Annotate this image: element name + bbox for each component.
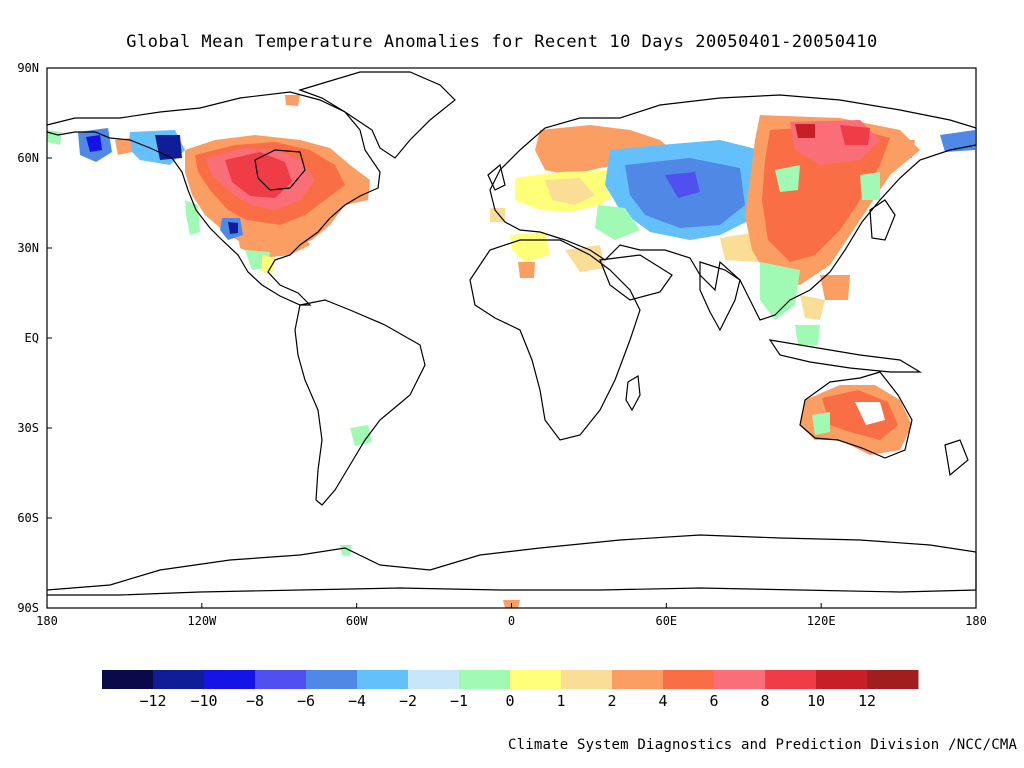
- y-tick-label: 90S: [17, 601, 39, 615]
- colorbar-label: −6: [297, 692, 315, 710]
- x-tick-label: 120E: [807, 614, 836, 628]
- colorbar-label: −2: [399, 692, 417, 710]
- map-title: Global Mean Temperature Anomalies for Re…: [126, 32, 878, 52]
- y-tick-label: 90N: [17, 61, 39, 75]
- colorbar-swatch: [510, 670, 562, 689]
- colorbar-label: 8: [760, 692, 769, 710]
- colorbar-label: −1: [450, 692, 468, 710]
- x-axis: 180 120W 60W 0 60E 120E 180: [36, 603, 987, 628]
- anomaly-east-asia: [745, 115, 975, 345]
- anomaly-australia: [800, 385, 912, 455]
- anomaly-south-america: [340, 425, 520, 608]
- colorbar-label: −4: [348, 692, 366, 710]
- coast-new-zealand: [944, 439, 969, 477]
- coast-uk: [487, 163, 506, 191]
- x-tick-label: 0: [508, 614, 515, 628]
- y-tick-label: 60N: [17, 151, 39, 165]
- colorbar-label: 12: [858, 692, 876, 710]
- x-tick-label: 180: [36, 614, 58, 628]
- colorbar-swatch: [408, 670, 460, 689]
- x-tick-label: 60W: [346, 614, 368, 628]
- coast-japan: [869, 199, 896, 241]
- colorbar-swatch: [867, 670, 919, 689]
- anomaly-fields: [47, 95, 975, 608]
- y-tick-label: 30S: [17, 421, 39, 435]
- coast-africa: [469, 239, 641, 441]
- colorbar-swatch: [153, 670, 205, 689]
- colorbar-label: −10: [190, 692, 217, 710]
- colorbar-label: 0: [505, 692, 514, 710]
- coastlines: [46, 71, 977, 596]
- y-axis: 90N 60N 30N EQ 30S 60S 90S: [17, 61, 52, 615]
- colorbar-swatch: [306, 670, 358, 689]
- coast-hudson-bay: [254, 149, 306, 191]
- coast-madagascar: [625, 375, 641, 412]
- colorbar-swatch: [663, 670, 715, 689]
- coast-north-america: [46, 91, 381, 306]
- colorbar-label: 10: [807, 692, 825, 710]
- coast-arabia: [599, 254, 673, 301]
- coast-eurasia: [489, 94, 977, 321]
- colorbar-label: 4: [658, 692, 667, 710]
- coast-indonesia: [768, 339, 923, 373]
- colorbar-label: 6: [709, 692, 718, 710]
- credit-text: Climate System Diagnostics and Predictio…: [508, 737, 1018, 753]
- colorbar-label: 2: [607, 692, 616, 710]
- colorbar-swatch: [816, 670, 868, 689]
- x-tick-label: 180: [965, 614, 987, 628]
- colorbar-swatch: [357, 670, 409, 689]
- colorbar-label: −12: [139, 692, 166, 710]
- colorbar-swatch: [459, 670, 511, 689]
- coast-greenland: [298, 71, 456, 159]
- y-tick-label: 60S: [17, 511, 39, 525]
- y-tick-label: EQ: [25, 331, 39, 345]
- colorbar-swatch: [714, 670, 766, 689]
- coast-antarctica: [46, 534, 977, 596]
- colorbar-swatch: [561, 670, 613, 689]
- colorbar-swatch: [612, 670, 664, 689]
- y-tick-label: 30N: [17, 241, 39, 255]
- colorbar-swatch: [204, 670, 256, 689]
- coast-india: [699, 261, 741, 332]
- colorbar-swatch: [255, 670, 307, 689]
- colorbar: −12 −10 −8 −6 −4 −2 −1 0 1 2 4 6 8 10 12: [102, 670, 919, 710]
- colorbar-label: 1: [556, 692, 565, 710]
- x-tick-label: 60E: [655, 614, 677, 628]
- anomaly-north-america: [185, 135, 370, 275]
- colorbar-label: −8: [246, 692, 264, 710]
- colorbar-swatch: [765, 670, 817, 689]
- colorbar-swatch: [102, 670, 154, 689]
- coast-south-america: [294, 299, 426, 506]
- coast-australia: [799, 371, 913, 459]
- x-tick-label: 120W: [187, 614, 217, 628]
